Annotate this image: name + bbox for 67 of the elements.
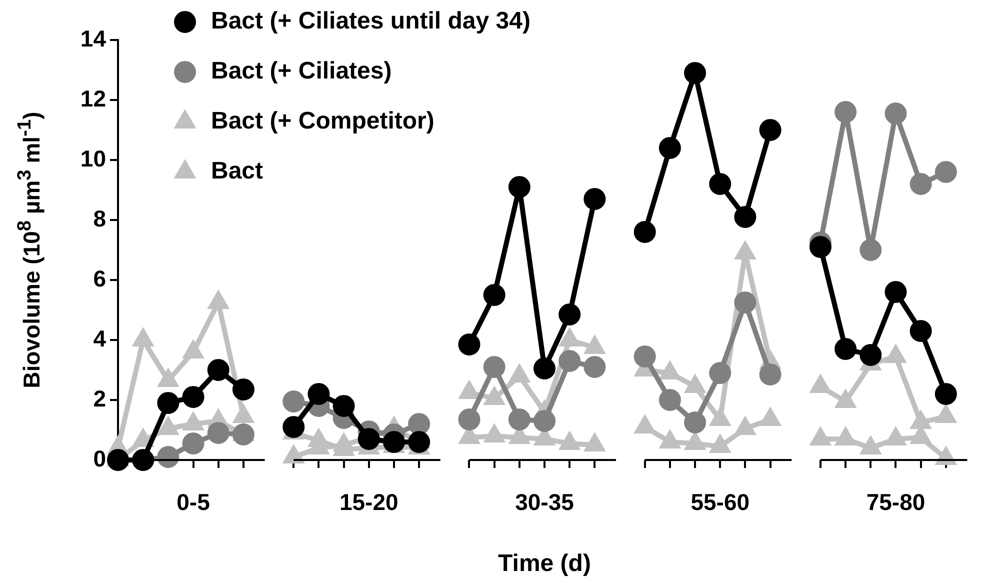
legend-label: Bact bbox=[211, 158, 264, 185]
point bbox=[710, 434, 731, 453]
legend-label: Bact (+ Ciliates) bbox=[211, 58, 392, 85]
y-tick-label: 0 bbox=[93, 445, 106, 472]
point bbox=[484, 424, 505, 442]
point bbox=[659, 430, 680, 448]
point bbox=[132, 328, 154, 346]
point bbox=[734, 416, 756, 435]
point bbox=[684, 374, 706, 393]
point bbox=[860, 436, 882, 454]
y-tick-label: 6 bbox=[93, 265, 106, 292]
point bbox=[584, 188, 606, 210]
point bbox=[684, 62, 706, 84]
point bbox=[934, 161, 957, 183]
point bbox=[634, 221, 656, 243]
legend-label: Bact (+ Competitor) bbox=[211, 108, 434, 135]
x-tick-label: 15-20 bbox=[339, 489, 398, 516]
y-tick-label: 12 bbox=[80, 85, 106, 112]
point bbox=[232, 404, 254, 423]
x-tick-label: 55-60 bbox=[690, 489, 750, 516]
legend-label: Bact (+ Ciliates until day 34) bbox=[211, 8, 530, 35]
point bbox=[734, 206, 756, 228]
point bbox=[885, 344, 906, 363]
point bbox=[584, 433, 606, 452]
point bbox=[634, 415, 656, 434]
point bbox=[835, 390, 856, 408]
x-tick-label: 30-35 bbox=[515, 489, 574, 516]
x-tick-label: 75-80 bbox=[866, 489, 926, 516]
point bbox=[559, 328, 580, 346]
point bbox=[182, 412, 204, 430]
point bbox=[508, 364, 530, 382]
y-tick-label: 4 bbox=[93, 325, 106, 352]
point bbox=[658, 137, 681, 159]
point bbox=[759, 119, 782, 141]
x-axis-title: Time (d) bbox=[498, 550, 591, 578]
point bbox=[483, 284, 506, 306]
point bbox=[910, 173, 932, 195]
point bbox=[834, 101, 857, 123]
point bbox=[484, 386, 505, 405]
point bbox=[910, 410, 932, 429]
point bbox=[835, 427, 856, 446]
point bbox=[684, 432, 706, 450]
point bbox=[208, 290, 229, 309]
point bbox=[158, 368, 179, 387]
x-tick-label: 0-5 bbox=[176, 489, 210, 516]
point bbox=[182, 340, 204, 358]
point bbox=[709, 173, 732, 195]
point bbox=[283, 445, 304, 464]
y-tick-label: 8 bbox=[93, 205, 106, 232]
point bbox=[659, 361, 680, 380]
point bbox=[810, 427, 831, 446]
point bbox=[885, 427, 906, 446]
point bbox=[584, 336, 606, 354]
point bbox=[809, 236, 832, 258]
point bbox=[734, 292, 756, 314]
point bbox=[884, 102, 907, 124]
point bbox=[860, 239, 882, 261]
y-tick-label: 14 bbox=[80, 25, 106, 52]
y-tick-label: 2 bbox=[93, 385, 106, 412]
point bbox=[810, 374, 831, 393]
point bbox=[559, 432, 580, 450]
y-tick-label: 10 bbox=[80, 145, 106, 172]
point bbox=[710, 408, 731, 426]
point bbox=[935, 404, 956, 423]
point bbox=[508, 176, 530, 198]
point bbox=[760, 408, 781, 426]
point bbox=[884, 281, 907, 303]
